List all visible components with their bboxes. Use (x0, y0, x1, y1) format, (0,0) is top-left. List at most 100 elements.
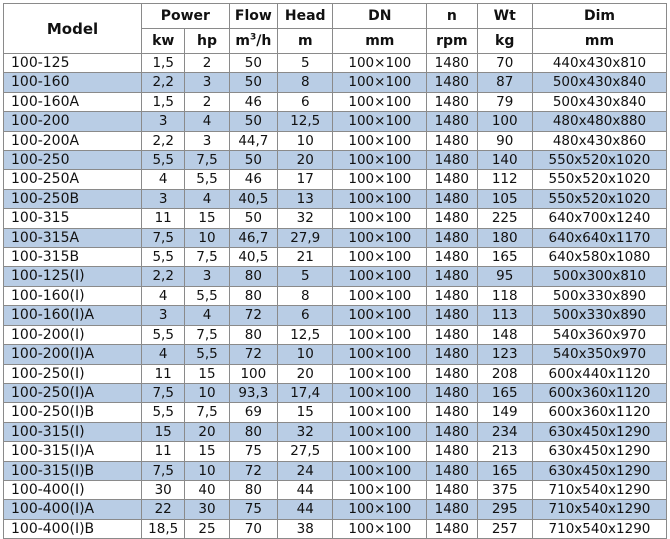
cell-n: 1480 (426, 344, 478, 365)
cell-dn: 100×100 (332, 285, 428, 307)
table-header: Model Power Flow Head DN n Wt Dim kw hp … (2, 3, 668, 54)
cell-flow: 80 (228, 479, 279, 501)
cell-wt: 165 (476, 382, 533, 404)
cell-kw: 3 (141, 305, 186, 326)
cell-model: 100-160(I)A (2, 305, 143, 326)
cell-dim: 500x330x890 (531, 285, 668, 307)
column-header-wt: Wt (476, 3, 533, 29)
cell-model: 100-315(I)B (2, 460, 143, 481)
cell-dim: 480x480x880 (531, 111, 668, 132)
cell-n: 1480 (426, 285, 478, 307)
cell-model: 100-250(I)A (2, 382, 143, 404)
cell-dim: 480x430x860 (531, 130, 668, 152)
column-header-model: Model (2, 3, 143, 54)
cell-dn: 100×100 (332, 227, 428, 249)
table-row: 100-125(I) 2,2 3 80 5 100×100 1480 95 500x300x81… (2, 266, 668, 287)
cell-dn: 100×100 (332, 111, 428, 132)
cell-head: 44 (277, 499, 334, 520)
unit-header-dim: mm (531, 28, 668, 54)
cell-hp: 4 (184, 188, 230, 210)
cell-hp: 20 (184, 421, 230, 443)
cell-dim: 640x640x1170 (531, 227, 668, 249)
cell-hp: 30 (184, 499, 230, 520)
cell-flow: 69 (228, 402, 279, 423)
cell-flow: 40,5 (228, 247, 279, 268)
cell-n: 1480 (426, 518, 478, 539)
cell-n: 1480 (426, 305, 478, 326)
cell-kw: 11 (141, 363, 186, 384)
cell-wt: 234 (476, 421, 533, 443)
cell-kw: 22 (141, 499, 186, 520)
cell-dn: 100×100 (332, 169, 428, 190)
cell-model: 100-200 (2, 111, 143, 132)
cell-dn: 100×100 (332, 130, 428, 152)
cell-n: 1480 (426, 363, 478, 384)
table-row: 100-160(I)A 3 4 72 6 100×100 1480 113 500x330x89… (2, 305, 668, 326)
cell-n: 1480 (426, 208, 478, 229)
cell-n: 1480 (426, 227, 478, 249)
cell-hp: 3 (184, 130, 230, 152)
cell-kw: 4 (141, 285, 186, 307)
cell-dim: 540x360x970 (531, 324, 668, 346)
unit-flow-text: m3/h (235, 32, 272, 49)
cell-head: 44 (277, 479, 334, 501)
cell-model: 100-160(I) (2, 285, 143, 307)
table-row: 100-250A 4 5,5 46 17 100×100 1480 112 550x520x10… (2, 169, 668, 190)
unit-header-flow: m3/h (228, 28, 279, 54)
cell-model: 100-125(I) (2, 266, 143, 287)
cell-flow: 70 (228, 518, 279, 539)
cell-n: 1480 (426, 479, 478, 501)
table-row: 100-160 2,2 3 50 8 100×100 1480 87 500x430x840 (2, 72, 668, 93)
cell-wt: 90 (476, 130, 533, 152)
cell-head: 20 (277, 363, 334, 384)
table-row: 100-315B 5,5 7,5 40,5 21 100×100 1480 165 640x58… (2, 247, 668, 268)
cell-dim: 540x350x970 (531, 344, 668, 365)
cell-n: 1480 (426, 460, 478, 481)
cell-kw: 30 (141, 479, 186, 501)
cell-head: 13 (277, 188, 334, 210)
cell-hp: 15 (184, 363, 230, 384)
cell-dim: 630x450x1290 (531, 460, 668, 481)
cell-hp: 15 (184, 441, 230, 462)
table-row: 100-250 5,5 7,5 50 20 100×100 1480 140 550x520x1… (2, 150, 668, 171)
cell-kw: 5,5 (141, 150, 186, 171)
cell-n: 1480 (426, 130, 478, 152)
cell-n: 1480 (426, 169, 478, 190)
cell-n: 1480 (426, 421, 478, 443)
cell-hp: 3 (184, 266, 230, 287)
cell-dn: 100×100 (332, 460, 428, 481)
table-row: 100-315A 7,5 10 46,7 27,9 100×100 1480 180 640x6… (2, 227, 668, 249)
cell-flow: 46 (228, 169, 279, 190)
table-row: 100-315(I) 15 20 80 32 100×100 1480 234 630x450x… (2, 421, 668, 443)
table-row: 100-250(I)B 5,5 7,5 69 15 100×100 1480 149 600x3… (2, 402, 668, 423)
column-header-dim: Dim (531, 3, 668, 29)
cell-wt: 112 (476, 169, 533, 190)
cell-head: 6 (277, 91, 334, 113)
cell-wt: 295 (476, 499, 533, 520)
column-header-n: n (426, 3, 478, 29)
column-header-power: Power (141, 3, 230, 29)
cell-model: 100-315 (2, 208, 143, 229)
cell-model: 100-400(I)A (2, 499, 143, 520)
cell-model: 100-125 (2, 52, 143, 74)
cell-wt: 180 (476, 227, 533, 249)
table-row: 100-400(I)B 18,5 25 70 38 100×100 1480 257 710x5… (2, 518, 668, 539)
cell-n: 1480 (426, 324, 478, 346)
cell-head: 32 (277, 421, 334, 443)
cell-wt: 95 (476, 266, 533, 287)
cell-dn: 100×100 (332, 344, 428, 365)
cell-dim: 600x360x1120 (531, 382, 668, 404)
cell-head: 32 (277, 208, 334, 229)
cell-kw: 4 (141, 169, 186, 190)
table-row: 100-315(I)B 7,5 10 72 24 100×100 1480 165 630x45… (2, 460, 668, 481)
cell-dn: 100×100 (332, 247, 428, 268)
cell-head: 12,5 (277, 111, 334, 132)
table-row: 100-250(I)A 7,5 10 93,3 17,4 100×100 1480 165 60… (2, 382, 668, 404)
cell-wt: 140 (476, 150, 533, 171)
table-row: 100-200(I) 5,5 7,5 80 12,5 100×100 1480 148 540x… (2, 324, 668, 346)
cell-model: 100-250B (2, 188, 143, 210)
cell-head: 27,9 (277, 227, 334, 249)
header-row-units: kw hp m3/h m mm rpm kg mm (4, 28, 668, 54)
cell-dn: 100×100 (332, 499, 428, 520)
cell-dim: 550x520x1020 (531, 188, 668, 210)
